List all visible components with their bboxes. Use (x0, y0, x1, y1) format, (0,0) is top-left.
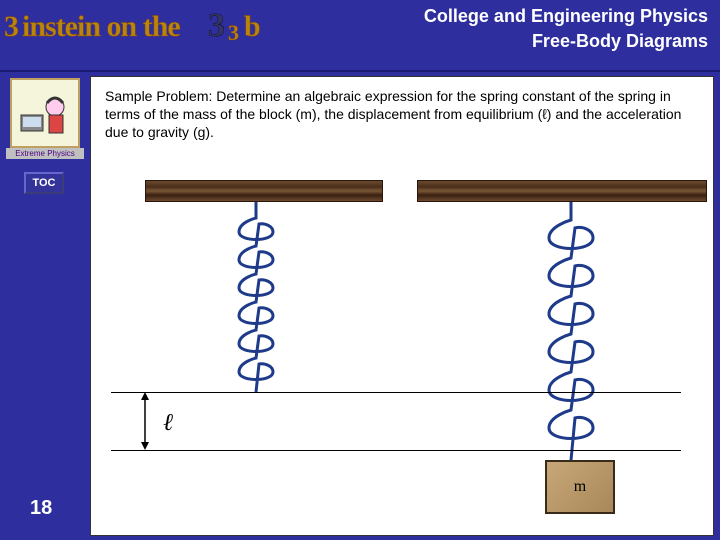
logo-cartoon (15, 85, 75, 141)
diagram: ℓ m (91, 172, 715, 532)
page-number: 18 (30, 497, 52, 520)
brand-title: 3 instein on the 3 3 b (2, 2, 282, 48)
brand-char-w1: 3 (208, 7, 224, 44)
header: 3 instein on the 3 3 b College and Engin… (0, 0, 720, 72)
logo (10, 78, 80, 148)
logo-caption: Extreme Physics (6, 148, 84, 159)
ceiling-bar-right (417, 180, 707, 202)
toc-button[interactable]: TOC (24, 172, 64, 194)
section-title: Free-Body Diagrams (424, 31, 708, 52)
brand-char-b: b (244, 10, 260, 43)
header-right: College and Engineering Physics Free-Bod… (424, 6, 708, 52)
course-title: College and Engineering Physics (424, 6, 708, 27)
brand-word-instein: instein on the (22, 10, 180, 43)
problem-text: Sample Problem: Determine an algebraic e… (91, 77, 713, 152)
displacement-label: ℓ (163, 410, 173, 437)
spring-stretched (541, 202, 601, 464)
spring-unstretched (231, 202, 281, 400)
brand-char-3a: 3 (4, 10, 18, 43)
mass-label: m (574, 478, 586, 496)
ceiling-bar-left (145, 180, 383, 202)
equilibrium-line-top (111, 392, 681, 393)
displacement-arrow (137, 392, 153, 452)
brand-char-w2: 3 (228, 20, 239, 45)
equilibrium-line-bottom (111, 450, 681, 451)
content-area: Sample Problem: Determine an algebraic e… (90, 76, 714, 536)
mass-block: m (545, 460, 615, 514)
